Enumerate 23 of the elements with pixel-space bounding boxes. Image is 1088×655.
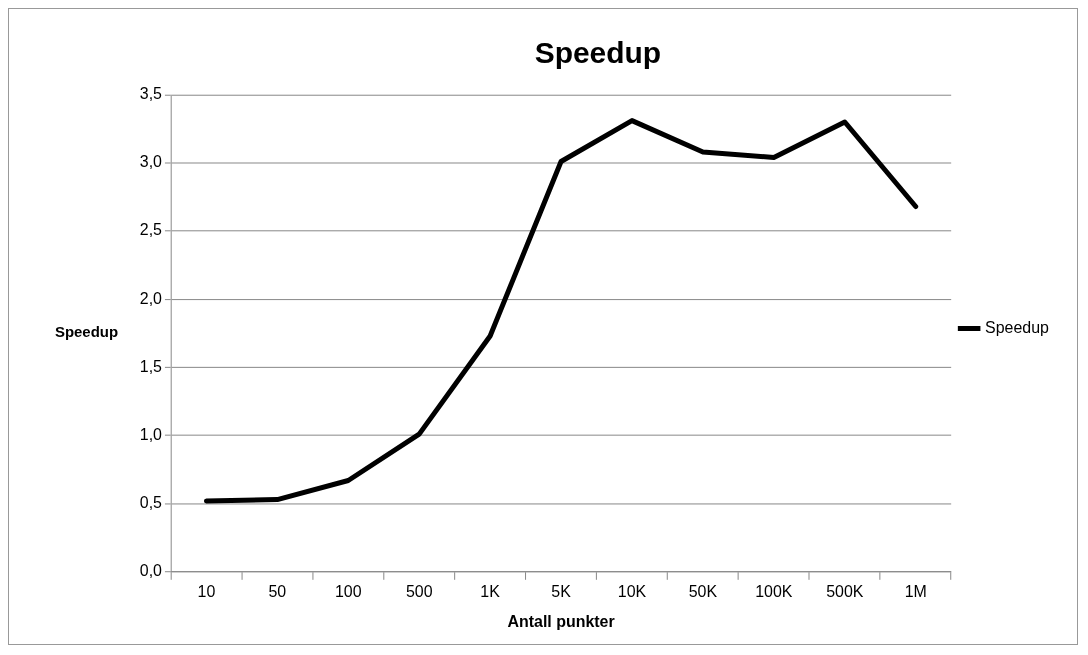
x-tick-label: 500 [405, 582, 433, 600]
x-tick-label: 100K [755, 582, 793, 600]
chart-title: Speedup [534, 36, 662, 70]
x-tick-label: 1M [904, 582, 927, 600]
y-tick-label: 0,5 [139, 494, 163, 512]
x-tick-label: 100 [334, 582, 362, 600]
x-tick-label: 500K [826, 582, 864, 600]
x-tick-label: 50K [688, 582, 718, 600]
y-tick-label: 1,0 [139, 425, 163, 443]
y-tick-label: 3,0 [139, 153, 163, 171]
y-tick-label: 3,5 [139, 85, 163, 103]
x-tick-label: 1K [480, 582, 501, 600]
y-axis-title: Speedup [54, 323, 119, 341]
x-axis-title: Antall punkter [507, 612, 615, 630]
legend-label: Speedup [985, 318, 1050, 336]
x-tick-label: 50 [268, 582, 287, 600]
y-tick-label: 2,5 [139, 221, 163, 239]
x-tick-label: 10 [197, 582, 216, 600]
y-tick-label: 2,0 [139, 289, 163, 307]
x-tick-label: 5K [551, 582, 572, 600]
y-tick-label: 1,5 [139, 357, 163, 375]
y-tick-label: 0,0 [139, 562, 163, 580]
x-tick-label: 10K [617, 582, 647, 600]
